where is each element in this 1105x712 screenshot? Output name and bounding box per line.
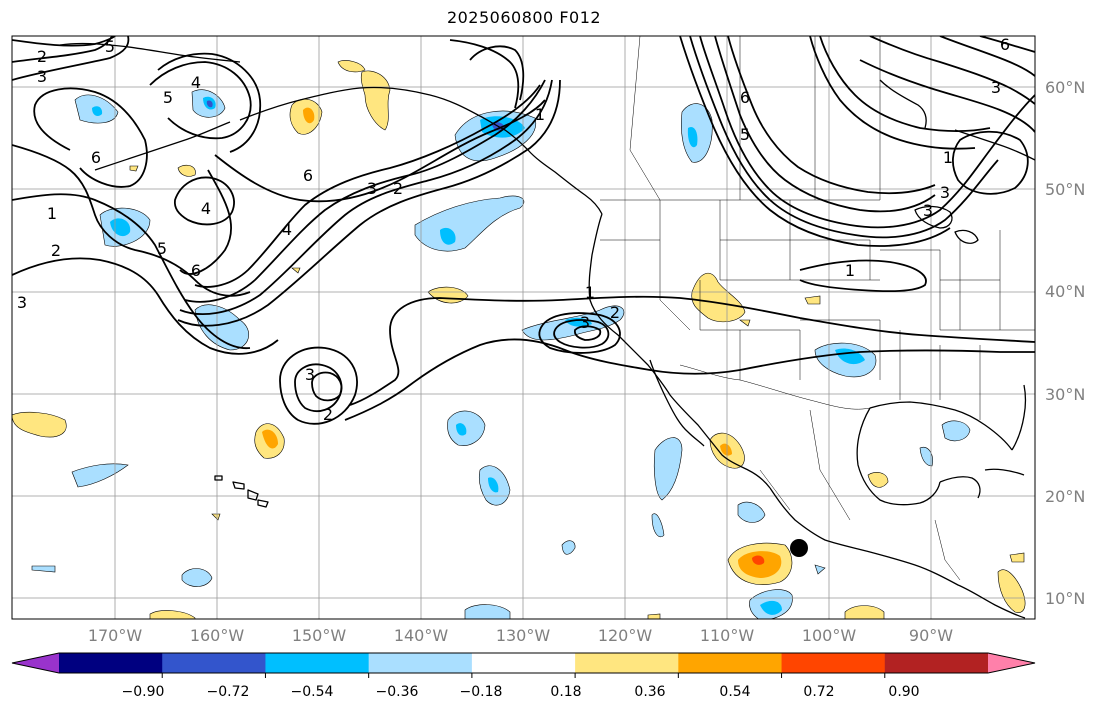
colorbar-outline <box>11 652 1036 674</box>
lon-label: 150°W <box>291 626 347 645</box>
colorbar-tick-label: −0.90 <box>121 684 165 700</box>
contour-label: 5 <box>105 37 115 56</box>
lat-label: 20°N <box>1045 487 1086 506</box>
contour-label: 6 <box>191 261 201 280</box>
coastlines <box>59 42 1035 619</box>
contour-label: 3 <box>37 67 47 86</box>
colorbar-tick-label: 0.72 <box>803 684 835 700</box>
colorbar-swatch <box>265 653 370 673</box>
contour-label: 6 <box>740 88 750 107</box>
lat-label: 10°N <box>1045 589 1086 608</box>
colorbar-extend-min <box>12 653 59 673</box>
contour-label: 2 <box>393 179 403 198</box>
colorbar-tick-label: 0.18 <box>550 684 582 700</box>
shading-red-orange <box>752 555 765 565</box>
contour-label: 1 <box>585 283 595 302</box>
contour-label: 1 <box>845 261 855 280</box>
contour-label: 3 <box>367 179 377 198</box>
contour-label: 2 <box>51 241 61 260</box>
contour-label: 2 <box>323 405 333 424</box>
lon-label: 110°W <box>699 626 755 645</box>
lon-label: 130°W <box>495 626 551 645</box>
lon-label: 140°W <box>393 626 449 645</box>
borders <box>600 36 1035 581</box>
lon-label: 170°W <box>87 626 143 645</box>
colorbar-swatch <box>884 653 989 673</box>
colorbar-extend-max <box>988 653 1035 673</box>
lat-label: 40°N <box>1045 282 1086 301</box>
colorbar-swatch <box>368 653 473 673</box>
contour-labels: 2 3 5 4 1 6 6 4 5 6 1 2 3 4 3 2 6 5 3 1 … <box>17 35 1010 424</box>
colorbar <box>11 652 1036 678</box>
contour-label: 1 <box>943 148 953 167</box>
contour-label: 3 <box>580 313 590 332</box>
contour-label: 6 <box>1000 35 1010 54</box>
colorbar-swatch <box>59 653 163 673</box>
map-title: 2025060800 F012 <box>446 8 602 27</box>
colorbar-tick-label: −0.18 <box>459 684 503 700</box>
contour-label: 6 <box>303 166 313 185</box>
colorbar-tick-label: 0.90 <box>888 684 920 700</box>
colorbar-swatch <box>575 653 679 673</box>
contour-label: 5 <box>157 239 167 258</box>
contour-label: 2 <box>610 303 620 322</box>
contour-label: 6 <box>91 148 101 167</box>
colorbar-swatch <box>781 653 886 673</box>
contour-label: 1 <box>535 105 545 124</box>
colorbar-tick-label: 0.36 <box>634 684 666 700</box>
lon-label: 90°W <box>908 626 954 645</box>
contour-label: 3 <box>17 293 27 312</box>
lon-label: 120°W <box>597 626 653 645</box>
lon-label: 100°W <box>801 626 857 645</box>
colorbar-tick-label: 0.54 <box>719 684 751 700</box>
colorbar-tick-label: −0.72 <box>206 684 250 700</box>
colorbar-tick-label: −0.54 <box>290 684 334 700</box>
lon-label: 160°W <box>189 626 245 645</box>
shading-orange <box>262 107 782 578</box>
shading-yellow <box>12 60 1026 619</box>
colorbar-swatch <box>678 653 783 673</box>
graticule <box>12 36 1035 619</box>
contour-label: 3 <box>305 365 315 384</box>
lat-label: 30°N <box>1045 385 1086 404</box>
contour-label: 5 <box>163 88 173 107</box>
contour-label: 3 <box>991 78 1001 97</box>
contour-label: 1 <box>47 204 57 223</box>
colorbar-swatch <box>471 653 576 673</box>
lat-label: 50°N <box>1045 180 1086 199</box>
colorbar-swatch <box>162 653 266 673</box>
contour-label: 3 <box>940 183 950 202</box>
contour-label: 4 <box>282 220 292 239</box>
contour-label: 3 <box>923 201 933 220</box>
location-marker <box>790 539 808 557</box>
contour-label: 2 <box>37 47 47 66</box>
contour-lines <box>12 36 1035 425</box>
contour-label: 4 <box>191 73 201 92</box>
map-frame <box>11 35 1036 620</box>
colorbar-tick-label: −0.36 <box>375 684 419 700</box>
contour-label: 4 <box>201 199 211 218</box>
lat-label: 60°N <box>1045 78 1086 97</box>
contour-label: 5 <box>740 125 750 144</box>
